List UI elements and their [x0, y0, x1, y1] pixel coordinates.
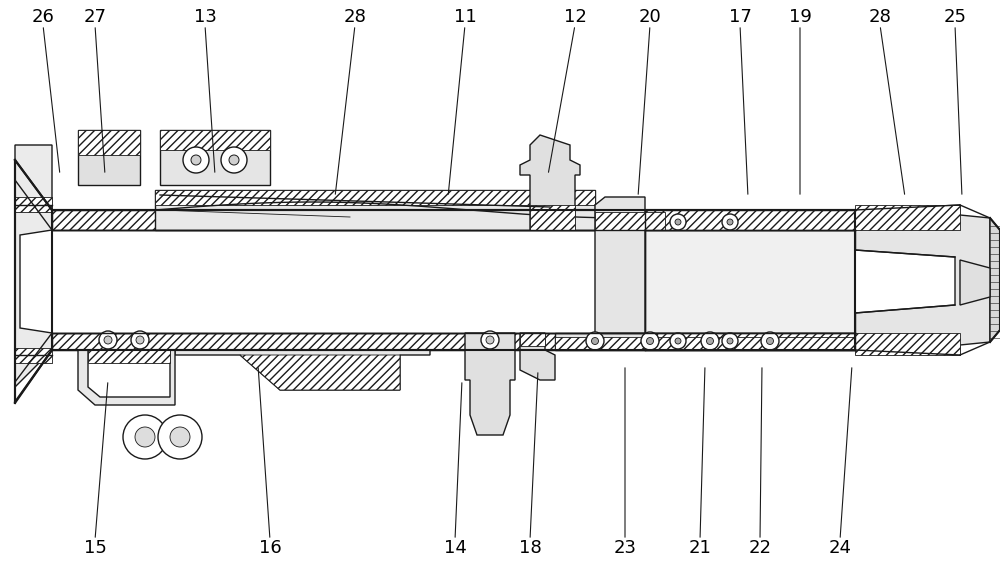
Bar: [520, 333, 545, 346]
Polygon shape: [855, 205, 990, 355]
Circle shape: [183, 147, 209, 173]
Circle shape: [481, 331, 499, 349]
Polygon shape: [465, 333, 515, 435]
Text: 28: 28: [344, 8, 366, 26]
Text: 17: 17: [729, 8, 751, 26]
Circle shape: [701, 332, 719, 350]
Text: 12: 12: [564, 8, 586, 26]
Polygon shape: [78, 350, 175, 405]
Circle shape: [670, 333, 686, 349]
Bar: [160, 130, 270, 150]
Polygon shape: [855, 250, 955, 313]
Circle shape: [221, 147, 247, 173]
Polygon shape: [960, 260, 990, 305]
Bar: [88, 350, 170, 363]
Bar: [555, 337, 855, 350]
Bar: [855, 205, 960, 230]
Circle shape: [670, 214, 686, 230]
Polygon shape: [990, 218, 1000, 342]
Circle shape: [592, 337, 598, 345]
Bar: [595, 212, 665, 230]
Polygon shape: [175, 350, 430, 390]
Bar: [555, 333, 855, 350]
Polygon shape: [520, 135, 580, 230]
Polygon shape: [240, 355, 400, 390]
Bar: [855, 333, 960, 355]
Circle shape: [641, 332, 659, 350]
Bar: [15, 348, 52, 363]
Circle shape: [158, 415, 202, 459]
Text: 22: 22: [748, 539, 772, 557]
Polygon shape: [160, 130, 270, 185]
Circle shape: [486, 336, 494, 344]
Circle shape: [229, 155, 239, 165]
Circle shape: [131, 331, 149, 349]
Text: 19: 19: [789, 8, 811, 26]
Bar: [645, 210, 855, 230]
Circle shape: [675, 219, 681, 225]
Circle shape: [646, 337, 654, 345]
Circle shape: [722, 214, 738, 230]
Bar: [645, 333, 855, 350]
Bar: [52, 333, 855, 350]
Circle shape: [767, 337, 774, 345]
Text: 24: 24: [828, 539, 852, 557]
Circle shape: [761, 332, 779, 350]
Bar: [78, 130, 140, 185]
Text: 16: 16: [259, 539, 281, 557]
Bar: [15, 197, 52, 212]
Polygon shape: [20, 230, 52, 333]
Text: 23: 23: [614, 539, 637, 557]
Circle shape: [104, 336, 112, 344]
Text: 11: 11: [454, 8, 476, 26]
Text: 21: 21: [689, 539, 711, 557]
Bar: [78, 130, 140, 155]
Text: 27: 27: [84, 8, 106, 26]
Text: 26: 26: [32, 8, 54, 26]
Circle shape: [123, 415, 167, 459]
Circle shape: [727, 338, 733, 344]
Bar: [155, 190, 595, 205]
Circle shape: [135, 427, 155, 447]
Bar: [52, 210, 855, 230]
Circle shape: [727, 219, 733, 225]
Circle shape: [675, 338, 681, 344]
Text: 20: 20: [639, 8, 661, 26]
Polygon shape: [520, 333, 555, 380]
Polygon shape: [15, 145, 52, 387]
Text: 28: 28: [869, 8, 891, 26]
Circle shape: [191, 155, 201, 165]
Text: 25: 25: [944, 8, 966, 26]
Circle shape: [136, 336, 144, 344]
Text: 15: 15: [84, 539, 106, 557]
Circle shape: [706, 337, 714, 345]
Bar: [155, 190, 595, 230]
Circle shape: [586, 332, 604, 350]
Circle shape: [722, 333, 738, 349]
Text: 13: 13: [194, 8, 216, 26]
Bar: [52, 230, 855, 333]
Polygon shape: [595, 197, 665, 333]
Bar: [645, 230, 855, 333]
Text: 18: 18: [519, 539, 541, 557]
Circle shape: [99, 331, 117, 349]
Circle shape: [170, 427, 190, 447]
Text: 14: 14: [444, 539, 466, 557]
Bar: [530, 205, 575, 230]
